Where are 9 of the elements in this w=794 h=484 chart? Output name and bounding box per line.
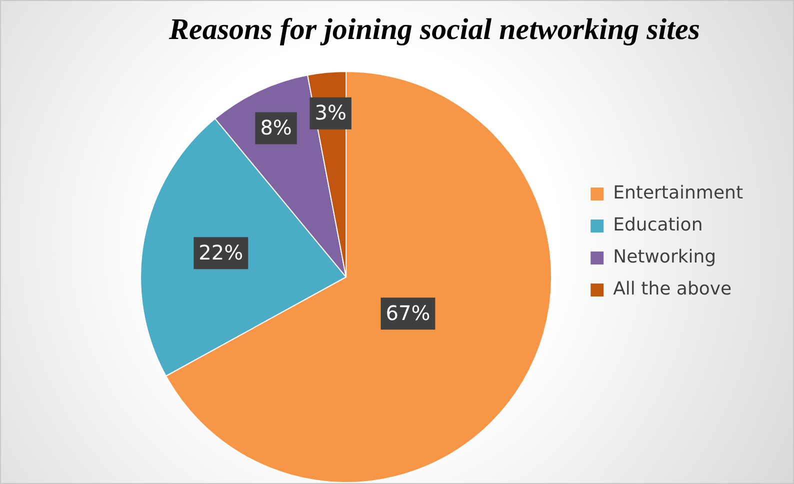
legend-label: Networking	[613, 246, 716, 268]
legend-label: All the above	[613, 278, 732, 300]
chart-title: Reasons for joining social networking sites	[168, 12, 700, 46]
data-label: 3%	[314, 100, 346, 125]
legend-label: Education	[613, 214, 703, 236]
legend-label: Entertainment	[613, 182, 744, 204]
data-label: 67%	[386, 300, 430, 325]
data-label: 8%	[260, 115, 292, 140]
data-label: 22%	[198, 240, 244, 264]
